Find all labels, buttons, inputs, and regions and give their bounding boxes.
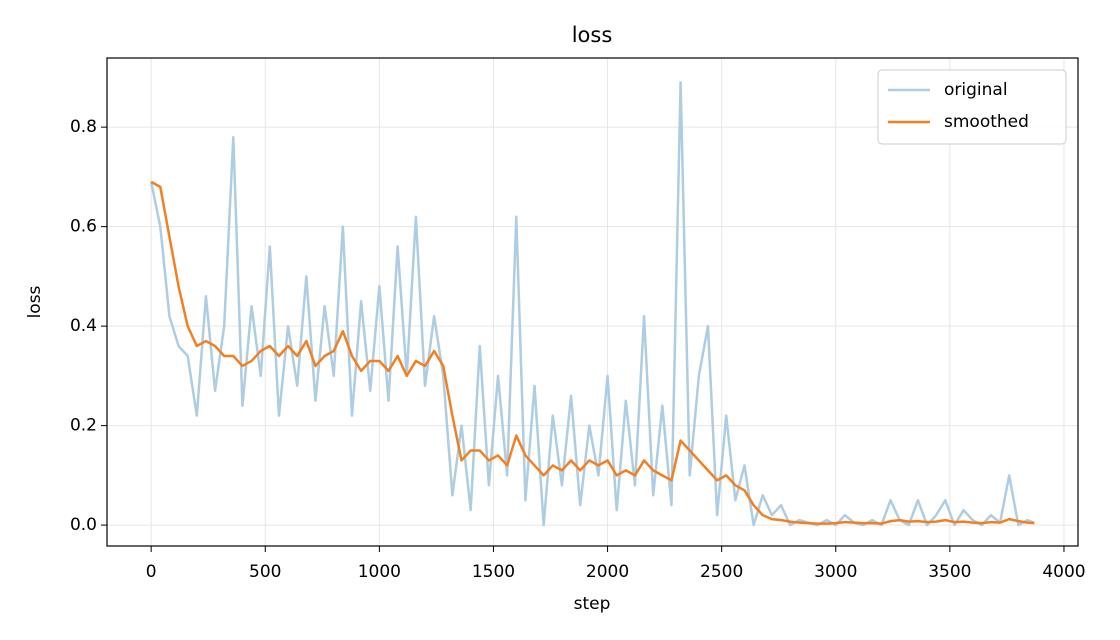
y-tick-label: 0.8 [70,117,97,137]
y-axis-label: loss [25,285,45,318]
x-tick-label: 2500 [700,562,743,582]
x-tick-label: 3500 [928,562,971,582]
x-tick-label: 1000 [358,562,401,582]
x-tick-label: 500 [249,562,281,582]
plot-frame [106,57,1079,547]
x-tick-label: 4000 [1042,562,1085,582]
y-tick-label: 0.2 [70,416,97,436]
y-tick-label: 0.0 [70,515,97,535]
legend-label: original [944,80,1008,100]
y-tick-label: 0.6 [70,217,97,237]
x-tick-label: 3000 [814,562,857,582]
legend-label: smoothed [944,112,1029,132]
x-tick-label: 2000 [586,562,629,582]
series-line [149,81,1035,527]
series-line [150,180,1035,525]
chart-title: loss [572,23,613,47]
x-tick-label: 1500 [472,562,515,582]
legend-box [877,69,1067,145]
y-tick-label: 0.4 [70,316,97,336]
x-axis-label: step [574,594,611,614]
x-tick-label: 0 [146,562,157,582]
